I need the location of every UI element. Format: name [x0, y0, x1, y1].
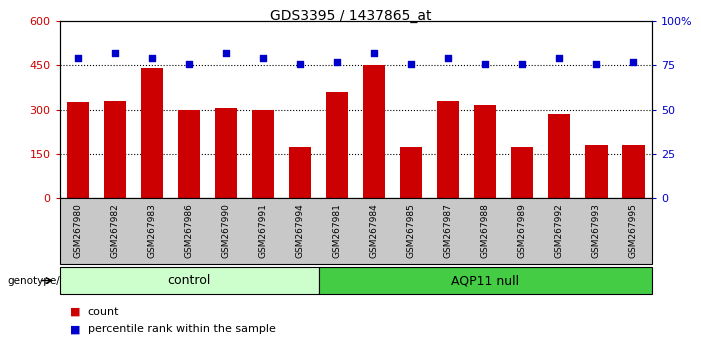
Bar: [437, 101, 459, 198]
Point: [72, 56, 83, 61]
Bar: [326, 92, 348, 198]
Text: GSM267982: GSM267982: [111, 204, 120, 258]
Point: [369, 50, 380, 56]
Point: [628, 59, 639, 65]
Bar: [215, 108, 237, 198]
Point: [257, 56, 268, 61]
Point: [554, 56, 565, 61]
Text: ■: ■: [70, 324, 81, 334]
Text: GSM267980: GSM267980: [74, 204, 83, 258]
Bar: [104, 101, 126, 198]
Point: [406, 61, 417, 67]
Text: genotype/variation: genotype/variation: [7, 275, 106, 286]
Text: ■: ■: [70, 307, 81, 316]
Text: GSM267989: GSM267989: [518, 204, 527, 258]
Point: [332, 59, 343, 65]
Point: [591, 61, 602, 67]
Bar: [289, 147, 311, 198]
Bar: [252, 110, 274, 198]
Point: [109, 50, 121, 56]
Bar: [511, 147, 533, 198]
Text: GSM267990: GSM267990: [222, 204, 231, 258]
Point: [147, 56, 158, 61]
Bar: [141, 68, 163, 198]
Bar: [67, 102, 89, 198]
Bar: [178, 110, 200, 198]
Bar: [585, 145, 608, 198]
Point: [479, 61, 491, 67]
Text: count: count: [88, 307, 119, 316]
Point: [443, 56, 454, 61]
Point: [221, 50, 232, 56]
Text: GSM267991: GSM267991: [259, 204, 268, 258]
Text: GSM267986: GSM267986: [184, 204, 193, 258]
Point: [184, 61, 195, 67]
Text: GDS3395 / 1437865_at: GDS3395 / 1437865_at: [270, 9, 431, 23]
Point: [517, 61, 528, 67]
Text: GSM267995: GSM267995: [629, 204, 638, 258]
Text: GSM267984: GSM267984: [369, 204, 379, 258]
Text: AQP11 null: AQP11 null: [451, 274, 519, 287]
Text: GSM267983: GSM267983: [148, 204, 156, 258]
Bar: [400, 147, 423, 198]
Text: control: control: [168, 274, 211, 287]
Bar: [548, 114, 571, 198]
Point: [294, 61, 306, 67]
Text: percentile rank within the sample: percentile rank within the sample: [88, 324, 275, 334]
Text: GSM267994: GSM267994: [296, 204, 305, 258]
Text: GSM267985: GSM267985: [407, 204, 416, 258]
Text: GSM267992: GSM267992: [555, 204, 564, 258]
Text: GSM267988: GSM267988: [481, 204, 490, 258]
Text: GSM267993: GSM267993: [592, 204, 601, 258]
Text: GSM267987: GSM267987: [444, 204, 453, 258]
Bar: [363, 65, 386, 198]
Bar: [622, 145, 644, 198]
Bar: [474, 105, 496, 198]
Text: GSM267981: GSM267981: [333, 204, 342, 258]
